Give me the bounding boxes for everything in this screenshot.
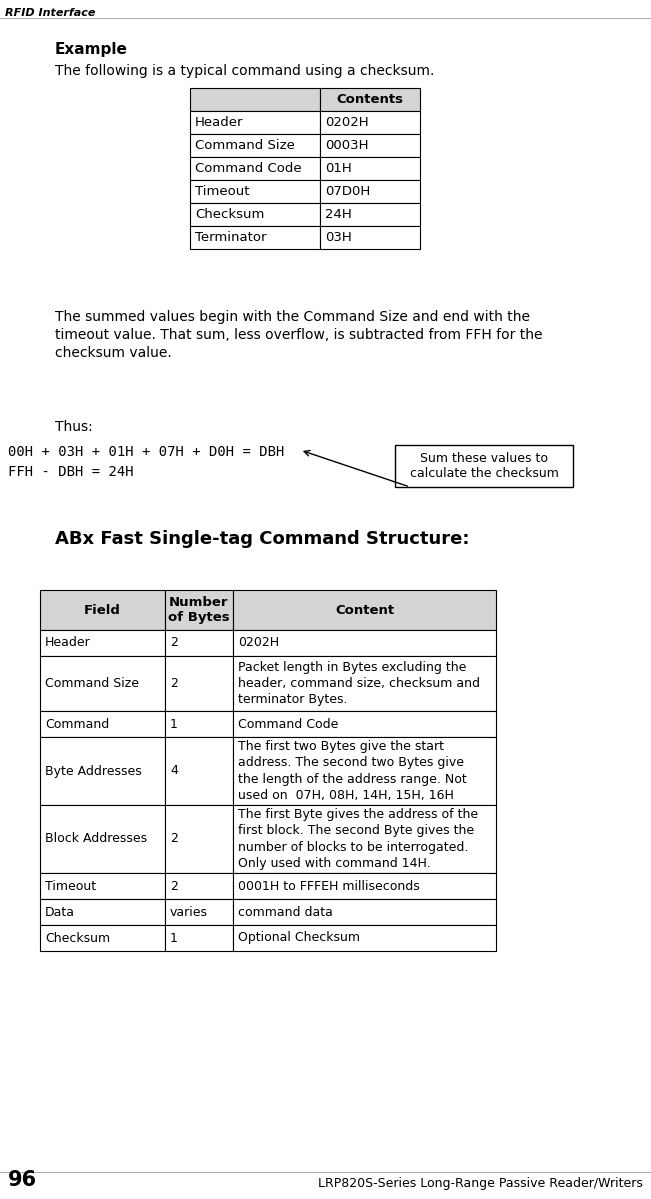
Text: Checksum: Checksum xyxy=(195,207,264,221)
Text: Timeout: Timeout xyxy=(45,880,96,892)
FancyBboxPatch shape xyxy=(40,873,165,899)
FancyBboxPatch shape xyxy=(40,711,165,737)
FancyBboxPatch shape xyxy=(233,629,496,656)
Text: Content: Content xyxy=(335,603,394,616)
Text: 2: 2 xyxy=(170,637,178,650)
Text: Byte Addresses: Byte Addresses xyxy=(45,765,142,777)
FancyBboxPatch shape xyxy=(190,88,320,112)
Text: ABx Fast Single-tag Command Structure:: ABx Fast Single-tag Command Structure: xyxy=(55,530,469,548)
Text: Terminator: Terminator xyxy=(195,231,266,245)
FancyBboxPatch shape xyxy=(233,924,496,951)
FancyBboxPatch shape xyxy=(233,873,496,899)
Text: Thus:: Thus: xyxy=(55,420,92,434)
Text: 1: 1 xyxy=(170,717,178,730)
Text: Command: Command xyxy=(45,717,109,730)
Text: checksum value.: checksum value. xyxy=(55,347,172,360)
Text: Field: Field xyxy=(84,603,121,616)
Text: 96: 96 xyxy=(8,1170,37,1189)
FancyBboxPatch shape xyxy=(165,805,233,873)
FancyBboxPatch shape xyxy=(165,899,233,924)
Text: command data: command data xyxy=(238,905,333,918)
Text: varies: varies xyxy=(170,905,208,918)
Text: 24H: 24H xyxy=(325,207,352,221)
FancyBboxPatch shape xyxy=(233,805,496,873)
FancyBboxPatch shape xyxy=(40,590,165,629)
Text: RFID Interface: RFID Interface xyxy=(5,8,96,18)
FancyBboxPatch shape xyxy=(233,656,496,711)
Text: 4: 4 xyxy=(170,765,178,777)
FancyBboxPatch shape xyxy=(165,873,233,899)
FancyBboxPatch shape xyxy=(320,180,420,203)
Text: 0003H: 0003H xyxy=(325,139,368,152)
Text: 0001H to FFFEH milliseconds: 0001H to FFFEH milliseconds xyxy=(238,880,420,892)
FancyBboxPatch shape xyxy=(190,180,320,203)
Text: 0202H: 0202H xyxy=(238,637,279,650)
Text: 1: 1 xyxy=(170,932,178,945)
FancyBboxPatch shape xyxy=(165,656,233,711)
Text: Optional Checksum: Optional Checksum xyxy=(238,932,360,945)
FancyBboxPatch shape xyxy=(190,225,320,249)
Text: Command Size: Command Size xyxy=(195,139,295,152)
Text: LRP820S-Series Long-Range Passive Reader/Writers: LRP820S-Series Long-Range Passive Reader… xyxy=(318,1177,643,1189)
FancyBboxPatch shape xyxy=(190,112,320,134)
Text: timeout value. That sum, less overflow, is subtracted from FFH for the: timeout value. That sum, less overflow, … xyxy=(55,329,542,342)
Text: 01H: 01H xyxy=(325,162,352,175)
FancyBboxPatch shape xyxy=(233,711,496,737)
Text: Checksum: Checksum xyxy=(45,932,110,945)
Text: The following is a typical command using a checksum.: The following is a typical command using… xyxy=(55,64,434,78)
FancyBboxPatch shape xyxy=(233,737,496,805)
Text: Packet length in Bytes excluding the
header, command size, checksum and
terminat: Packet length in Bytes excluding the hea… xyxy=(238,661,480,706)
Text: The summed values begin with the Command Size and end with the: The summed values begin with the Command… xyxy=(55,311,530,324)
FancyBboxPatch shape xyxy=(165,629,233,656)
FancyBboxPatch shape xyxy=(233,590,496,629)
FancyBboxPatch shape xyxy=(40,924,165,951)
Text: Block Addresses: Block Addresses xyxy=(45,832,147,845)
Text: 00H + 03H + 01H + 07H + D0H = DBH: 00H + 03H + 01H + 07H + D0H = DBH xyxy=(8,445,284,459)
Text: FFH - DBH = 24H: FFH - DBH = 24H xyxy=(8,465,133,478)
Text: 07D0H: 07D0H xyxy=(325,185,370,198)
FancyBboxPatch shape xyxy=(233,899,496,924)
Text: 2: 2 xyxy=(170,677,178,689)
FancyBboxPatch shape xyxy=(40,629,165,656)
FancyBboxPatch shape xyxy=(165,737,233,805)
Text: Header: Header xyxy=(45,637,90,650)
FancyBboxPatch shape xyxy=(320,203,420,225)
FancyBboxPatch shape xyxy=(165,924,233,951)
FancyBboxPatch shape xyxy=(165,590,233,629)
Text: Command Code: Command Code xyxy=(238,717,339,730)
FancyBboxPatch shape xyxy=(40,737,165,805)
Text: Contents: Contents xyxy=(337,94,404,106)
Text: Data: Data xyxy=(45,905,75,918)
Text: Sum these values to
calculate the checksum: Sum these values to calculate the checks… xyxy=(409,452,559,480)
FancyBboxPatch shape xyxy=(40,805,165,873)
FancyBboxPatch shape xyxy=(190,203,320,225)
FancyBboxPatch shape xyxy=(320,157,420,180)
Text: Timeout: Timeout xyxy=(195,185,249,198)
Text: 0202H: 0202H xyxy=(325,116,368,129)
Text: 2: 2 xyxy=(170,832,178,845)
Text: Number
of Bytes: Number of Bytes xyxy=(168,596,230,623)
Text: Command Code: Command Code xyxy=(195,162,301,175)
Text: Command Size: Command Size xyxy=(45,677,139,689)
FancyBboxPatch shape xyxy=(320,225,420,249)
FancyBboxPatch shape xyxy=(320,134,420,157)
FancyBboxPatch shape xyxy=(165,711,233,737)
Text: 2: 2 xyxy=(170,880,178,892)
FancyBboxPatch shape xyxy=(40,899,165,924)
FancyBboxPatch shape xyxy=(40,656,165,711)
FancyBboxPatch shape xyxy=(320,112,420,134)
Text: The first two Bytes give the start
address. The second two Bytes give
the length: The first two Bytes give the start addre… xyxy=(238,740,467,802)
Text: Header: Header xyxy=(195,116,243,129)
Text: Example: Example xyxy=(55,42,128,58)
Text: The first Byte gives the address of the
first block. The second Byte gives the
n: The first Byte gives the address of the … xyxy=(238,808,478,870)
Text: 03H: 03H xyxy=(325,231,352,245)
FancyBboxPatch shape xyxy=(190,134,320,157)
FancyBboxPatch shape xyxy=(190,157,320,180)
FancyBboxPatch shape xyxy=(395,445,573,487)
FancyBboxPatch shape xyxy=(320,88,420,112)
